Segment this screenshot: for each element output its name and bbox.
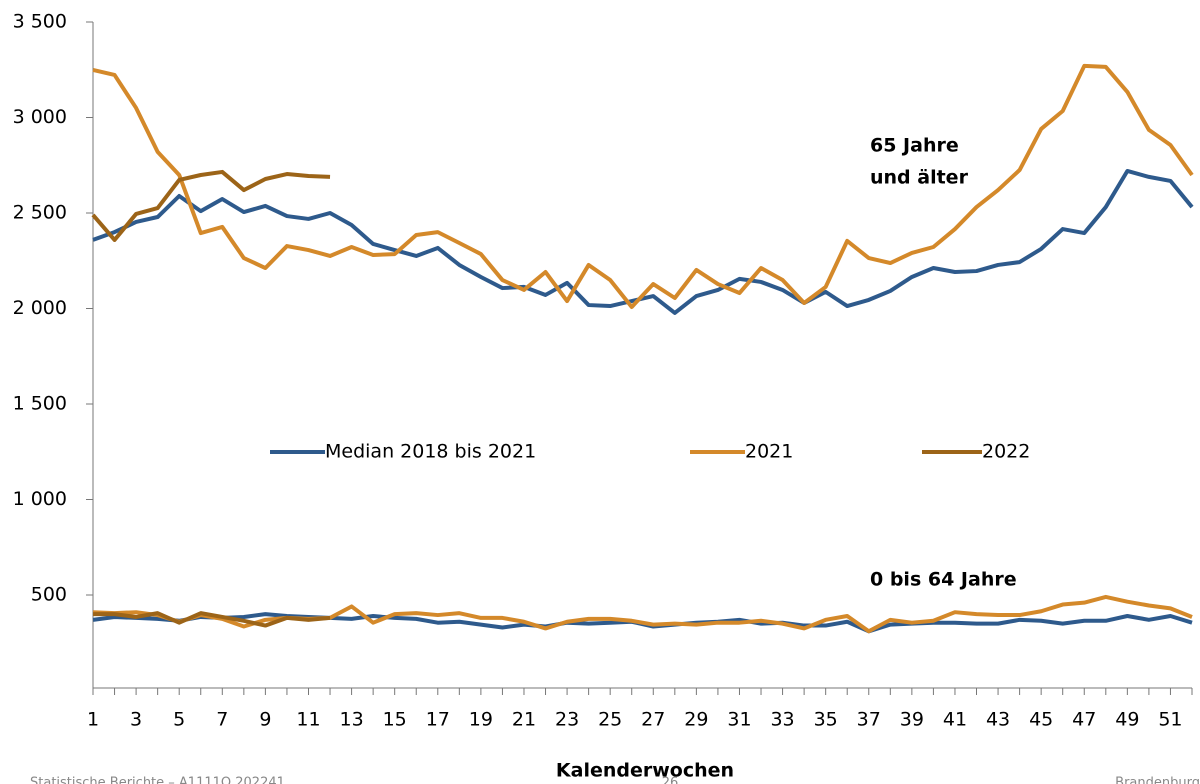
- x-tick-label: 19: [469, 709, 493, 731]
- line: [91, 169, 331, 242]
- y-tick-label: 500: [31, 584, 67, 606]
- x-tick-label: 27: [641, 709, 665, 731]
- x-tick-label: 47: [1072, 709, 1096, 731]
- x-tick-label: 3: [130, 709, 142, 731]
- x-tick-label: 23: [555, 709, 579, 731]
- y-tick-label: 2 500: [13, 202, 67, 224]
- x-tick-label: 43: [986, 709, 1010, 731]
- line: [92, 594, 1193, 634]
- x-tick-label: 33: [770, 709, 794, 731]
- line: [92, 168, 1194, 315]
- x-tick-label: 49: [1115, 709, 1139, 731]
- x-tick-label: 5: [173, 709, 185, 731]
- x-axis-label: Kalenderwochen: [556, 760, 734, 782]
- footer-page: 26: [662, 776, 679, 784]
- x-tick-label: 11: [296, 709, 320, 731]
- y-tick-label: 1 000: [13, 488, 67, 510]
- annotation: 65 Jahre: [870, 135, 959, 157]
- x-tick-label: 41: [943, 709, 967, 731]
- y-tick-label: 3 500: [13, 11, 67, 33]
- x-tick-label: 51: [1158, 709, 1182, 731]
- x-tick-label: 9: [259, 709, 271, 731]
- legend-label: 2022: [982, 441, 1030, 463]
- legend-label: Median 2018 bis 2021: [325, 441, 536, 463]
- x-tick-label: 35: [814, 709, 838, 731]
- x-tick-label: 7: [216, 709, 228, 731]
- x-tick-label: 15: [383, 709, 407, 731]
- x-tick-label: 45: [1029, 709, 1053, 731]
- footer-right: Brandenburg: [1115, 776, 1200, 784]
- line: [92, 63, 1194, 309]
- x-tick-label: 29: [684, 709, 708, 731]
- line: [93, 611, 331, 628]
- x-tick-label: 17: [426, 709, 450, 731]
- x-tick-label: 1: [87, 709, 99, 731]
- x-tick-label: 31: [727, 709, 751, 731]
- y-tick-label: 1 500: [13, 393, 67, 415]
- x-tick-label: 39: [900, 709, 924, 731]
- annotation: und älter: [870, 167, 969, 189]
- x-tick-label: 21: [512, 709, 536, 731]
- legend-label: 2021: [745, 441, 793, 463]
- y-tick-label: 3 000: [13, 106, 67, 128]
- x-tick-label: 37: [857, 709, 881, 731]
- x-tick-label: 13: [339, 709, 363, 731]
- x-tick-label: 25: [598, 709, 622, 731]
- footer-left: Statistische Berichte – A1111Q 202241: [30, 776, 285, 784]
- y-tick-label: 2 000: [13, 297, 67, 319]
- annotation: 0 bis 64 Jahre: [870, 569, 1017, 591]
